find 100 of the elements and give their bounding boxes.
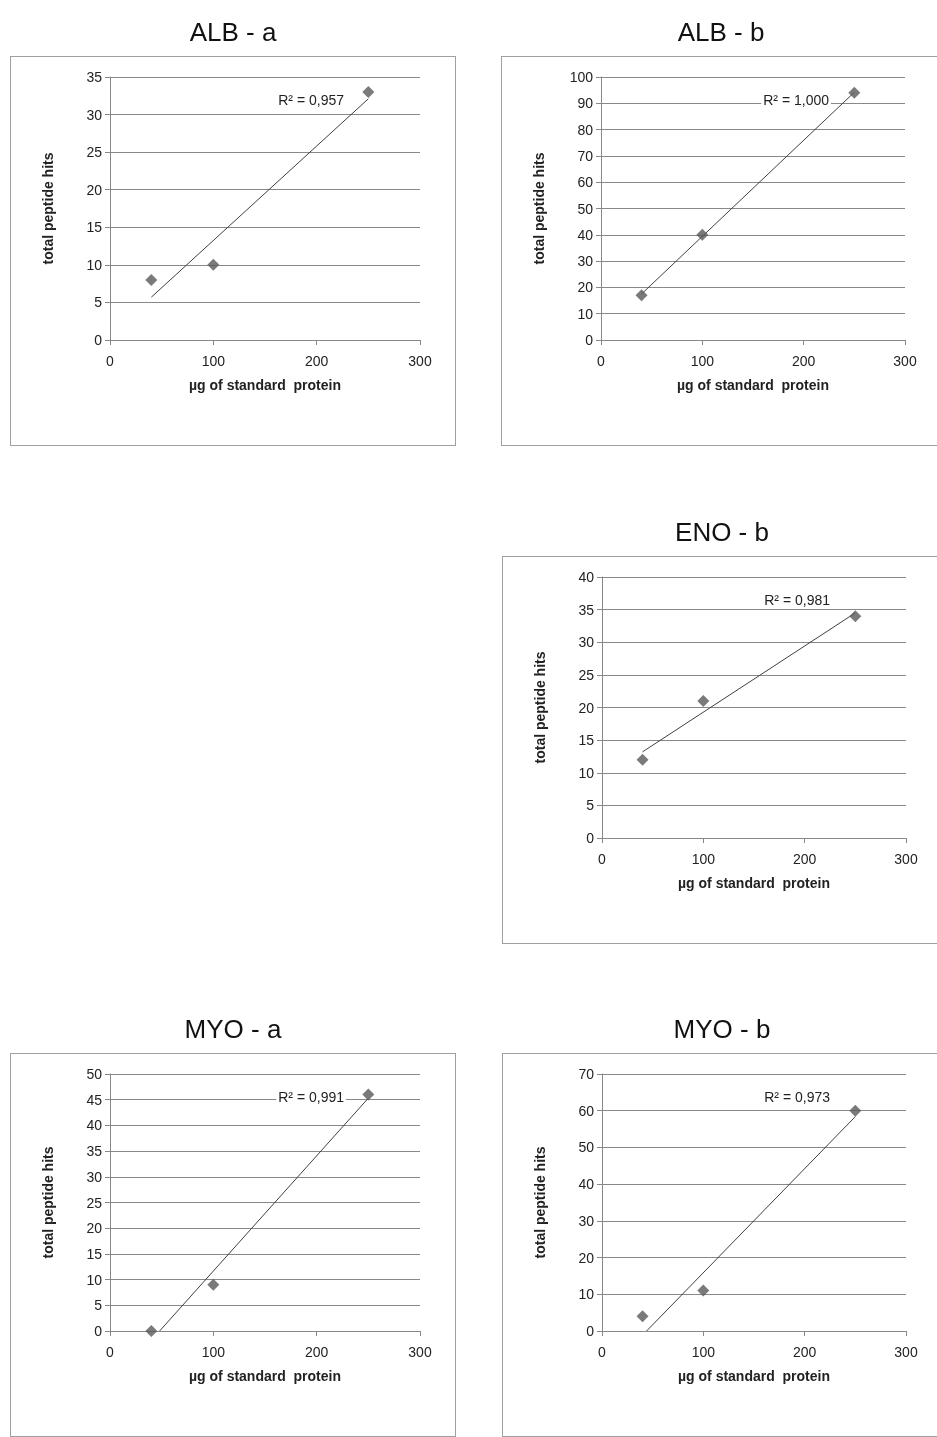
point	[697, 694, 710, 707]
y-tick-label: 35	[86, 69, 103, 85]
point	[697, 1284, 710, 1297]
y-tick-label: 30	[578, 634, 595, 651]
y-tick-label: 25	[578, 666, 595, 683]
x-tick-label: 0	[106, 1344, 115, 1360]
point	[362, 86, 375, 99]
x-tick-label: 100	[691, 1344, 716, 1360]
x-axis-title: µg of standard protein	[678, 1368, 830, 1384]
y-axis-title: total peptide hits	[531, 152, 547, 265]
y-axis-title: total peptide hits	[532, 651, 548, 764]
point	[849, 610, 862, 623]
x-tick-label: 0	[598, 1344, 607, 1360]
point	[145, 273, 158, 286]
y-axis-title: total peptide hits	[40, 152, 56, 265]
y-tick-label: 15	[86, 219, 103, 236]
x-tick-label: 300	[894, 851, 918, 867]
point	[635, 289, 648, 302]
x-tick-label: 0	[106, 353, 115, 369]
y-tick-label: 10	[578, 764, 595, 781]
y-tick-label: 15	[578, 732, 595, 749]
y-tick-label: 0	[94, 1323, 103, 1339]
y-tick-label: 60	[577, 174, 594, 191]
y-tick-label: 50	[577, 200, 594, 217]
y-tick-label: 20	[86, 181, 103, 198]
x-tick-label: 100	[690, 353, 715, 369]
y-tick-label: 35	[86, 1143, 103, 1160]
y-tick-label: 0	[586, 1323, 595, 1339]
x-tick-label: 100	[201, 1344, 226, 1360]
x-tick-label: 200	[791, 353, 816, 369]
y-tick-label: 0	[586, 830, 595, 846]
y-tick-label: 10	[86, 1271, 103, 1288]
point	[636, 1310, 649, 1323]
point	[207, 1278, 220, 1291]
point	[362, 1088, 375, 1101]
y-axis-title: total peptide hits	[532, 1146, 548, 1259]
y-tick-label: 0	[94, 332, 103, 348]
y-tick-label: 20	[578, 1249, 595, 1266]
x-tick-label: 100	[201, 353, 226, 369]
x-tick-label: 300	[408, 353, 432, 369]
point	[145, 1325, 158, 1337]
y-tick-label: 20	[577, 279, 594, 296]
x-tick-label: 200	[304, 353, 329, 369]
x-tick-label: 0	[597, 353, 606, 369]
y-tick-label: 45	[86, 1091, 103, 1108]
x-tick-label: 100	[691, 851, 716, 867]
y-tick-label: 90	[577, 95, 594, 112]
y-tick-label: 30	[577, 253, 594, 270]
y-tick-label: 50	[578, 1139, 595, 1156]
y-tick-label: 40	[86, 1117, 103, 1134]
y-tick-label: 40	[578, 569, 595, 585]
annotation: R² = 0,957	[278, 92, 345, 108]
y-tick-label: 10	[577, 305, 594, 322]
x-axis-title: µg of standard protein	[189, 377, 341, 393]
y-tick-label: 25	[86, 144, 103, 161]
annotation: R² = 0,973	[764, 1089, 831, 1105]
y-tick-label: 70	[578, 1066, 595, 1082]
x-tick-label: 0	[598, 851, 607, 867]
y-tick-label: 40	[577, 226, 594, 243]
y-tick-label: 5	[586, 797, 595, 814]
x-tick-label: 200	[792, 851, 817, 867]
x-axis-title: µg of standard protein	[678, 875, 830, 891]
y-tick-label: 25	[86, 1194, 103, 1211]
chart-title: MYO - a	[184, 1014, 282, 1044]
y-tick-label: 40	[578, 1176, 595, 1193]
y-tick-label: 20	[86, 1220, 103, 1237]
chart-title: ALB - b	[677, 17, 765, 47]
point	[696, 228, 709, 241]
x-tick-label: 200	[792, 1344, 817, 1360]
x-tick-label: 200	[304, 1344, 329, 1360]
chart-title: MYO - b	[673, 1014, 771, 1044]
y-tick-label: 30	[578, 1212, 595, 1229]
point	[849, 1104, 862, 1117]
annotation: R² = 0,991	[278, 1089, 345, 1105]
y-tick-label: 15	[86, 1245, 103, 1262]
y-tick-label: 100	[569, 69, 594, 85]
x-tick-label: 300	[893, 353, 917, 369]
y-tick-label: 35	[578, 601, 595, 618]
y-tick-label: 80	[577, 121, 594, 138]
y-tick-label: 50	[86, 1066, 103, 1082]
annotation: R² = 1,000	[763, 92, 830, 108]
point	[636, 753, 649, 766]
y-tick-label: 20	[578, 699, 595, 716]
chart-title: ALB - a	[189, 17, 277, 47]
y-tick-label: 5	[94, 294, 103, 311]
y-tick-label: 5	[94, 1297, 103, 1314]
y-tick-label: 10	[86, 256, 103, 273]
x-axis-title: µg of standard protein	[677, 377, 829, 393]
y-tick-label: 70	[577, 147, 594, 164]
y-tick-label: 60	[578, 1102, 595, 1119]
x-axis-title: µg of standard protein	[189, 1368, 341, 1384]
y-tick-label: 30	[86, 1168, 103, 1185]
x-tick-label: 300	[894, 1344, 918, 1360]
y-axis-title: total peptide hits	[40, 1146, 56, 1259]
x-tick-label: 300	[408, 1344, 432, 1360]
chart-title: ENO - b	[675, 517, 769, 547]
y-tick-label: 0	[585, 332, 594, 348]
point	[207, 258, 220, 271]
point	[848, 86, 861, 99]
y-tick-label: 30	[86, 106, 103, 123]
